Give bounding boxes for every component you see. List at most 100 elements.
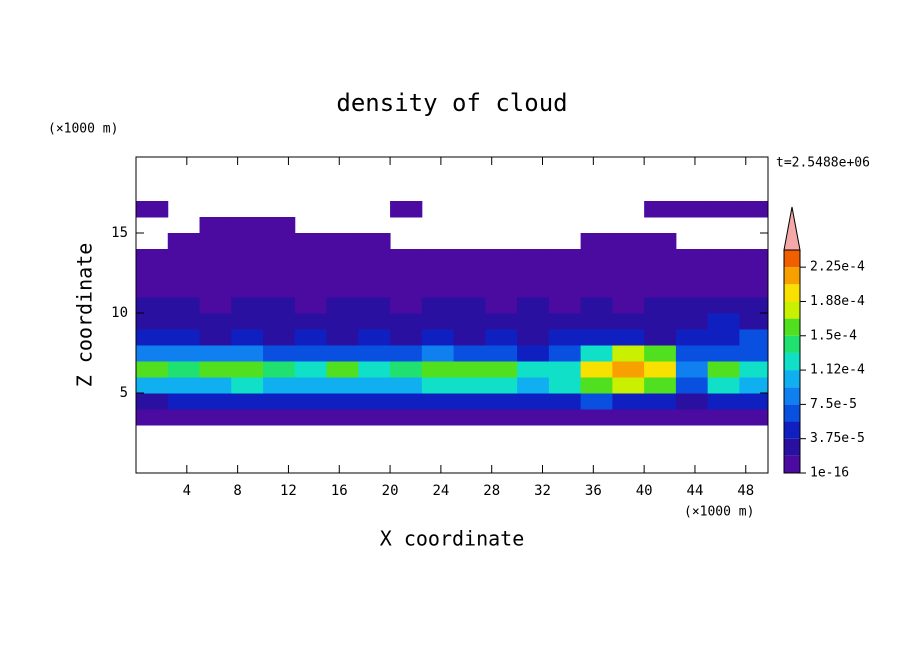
- contour-cell: [199, 233, 232, 250]
- contour-cell: [612, 249, 645, 266]
- contour-cell: [294, 265, 328, 282]
- contour-cell: [326, 233, 359, 250]
- contour-cell: [358, 393, 391, 410]
- contour-cell: [326, 361, 359, 378]
- contour-cell: [294, 329, 328, 346]
- contour-cell: [136, 393, 169, 410]
- contour-cell: [136, 297, 169, 314]
- contour-cell: [421, 265, 455, 282]
- contour-cell: [453, 281, 486, 298]
- contour-cell: [390, 297, 423, 314]
- contour-cell: [136, 249, 169, 266]
- contour-cell: [358, 249, 391, 266]
- contour-cell: [612, 313, 645, 330]
- contour-cell: [326, 409, 359, 426]
- contour-cell: [580, 345, 613, 362]
- contour-cell: [707, 249, 740, 266]
- contour-cell: [485, 249, 518, 266]
- contour-cell: [580, 377, 613, 394]
- contour-cell: [675, 201, 709, 218]
- contour-cell: [548, 249, 582, 266]
- contour-cell: [326, 345, 359, 362]
- contour-cell: [485, 265, 518, 282]
- contour-cell: [644, 345, 677, 362]
- contour-cell: [485, 409, 518, 426]
- contour-cell: [739, 297, 768, 314]
- contour-cell: [421, 297, 455, 314]
- colorbar-band: [784, 421, 800, 439]
- contour-cell: [263, 313, 296, 330]
- contour-cell: [326, 377, 359, 394]
- contour-cell: [231, 249, 264, 266]
- contour-cell: [390, 409, 423, 426]
- contour-cell: [675, 329, 709, 346]
- contour-cell: [231, 409, 264, 426]
- colorbar-band: [784, 267, 800, 285]
- contour-cell: [453, 393, 486, 410]
- x-tick-label: 32: [534, 483, 551, 499]
- contour-cell: [453, 409, 486, 426]
- contour-cell: [739, 329, 768, 346]
- contour-cell: [358, 297, 391, 314]
- contour-cell: [358, 281, 391, 298]
- contour-cell: [548, 265, 582, 282]
- contour-cell: [612, 345, 645, 362]
- contour-cell: [644, 313, 677, 330]
- contour-cell: [548, 297, 582, 314]
- contour-field: [136, 201, 768, 426]
- contour-cell: [739, 313, 768, 330]
- contour-cell: [517, 409, 550, 426]
- contour-cell: [707, 281, 740, 298]
- contour-cell: [263, 377, 296, 394]
- contour-cell: [485, 297, 518, 314]
- contour-cell: [231, 377, 264, 394]
- contour-cell: [390, 313, 423, 330]
- contour-cell: [485, 361, 518, 378]
- contour-cell: [644, 361, 677, 378]
- contour-cell: [326, 249, 359, 266]
- contour-cell: [263, 297, 296, 314]
- contour-cell: [644, 297, 677, 314]
- contour-cell: [739, 249, 768, 266]
- contour-cell: [136, 329, 169, 346]
- contour-cell: [707, 313, 740, 330]
- contour-cell: [199, 217, 232, 234]
- x-tick-label: 48: [737, 483, 754, 499]
- contour-cell: [644, 329, 677, 346]
- contour-cell: [675, 409, 709, 426]
- contour-cell: [421, 409, 455, 426]
- contour-cell: [167, 345, 201, 362]
- contour-cell: [548, 313, 582, 330]
- contour-cell: [263, 265, 296, 282]
- colorbar-tick-label: 1.5e-4: [810, 328, 857, 343]
- y-unit: (×1000 m): [48, 122, 118, 137]
- contour-cell: [294, 233, 328, 250]
- colorbar-band: [784, 438, 800, 456]
- contour-cell: [136, 281, 169, 298]
- contour-cell: [485, 377, 518, 394]
- contour-cell: [199, 361, 232, 378]
- x-tick-label: 44: [687, 483, 704, 499]
- contour-cell: [199, 281, 232, 298]
- contour-cell: [358, 313, 391, 330]
- contour-cell: [390, 393, 423, 410]
- contour-cell: [263, 281, 296, 298]
- contour-cell: [326, 265, 359, 282]
- contour-cell: [294, 345, 328, 362]
- x-tick-label: 16: [331, 483, 348, 499]
- y-tick-label: 15: [111, 225, 128, 241]
- contour-cell: [517, 329, 550, 346]
- contour-cell: [167, 393, 201, 410]
- contour-cell: [136, 409, 169, 426]
- x-tick-label: 12: [280, 483, 297, 499]
- contour-cell: [326, 393, 359, 410]
- contour-cell: [231, 361, 264, 378]
- contour-cell: [199, 393, 232, 410]
- contour-cell: [485, 329, 518, 346]
- x-tick-label: 20: [382, 483, 399, 499]
- contour-cell: [675, 281, 709, 298]
- colorbar-frame: [783, 249, 801, 474]
- contour-cell: [580, 409, 613, 426]
- contour-cell: [517, 345, 550, 362]
